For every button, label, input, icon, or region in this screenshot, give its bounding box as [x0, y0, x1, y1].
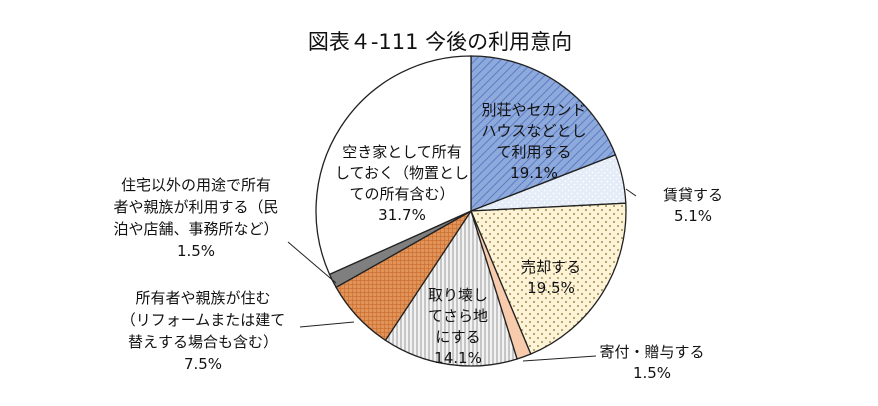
- slice-category-label: 泊や店舗、事務所など）: [113, 220, 278, 238]
- leader-line: [287, 241, 337, 284]
- leader-line: [522, 355, 597, 362]
- slice-category-label: 者や親族が利用する（民: [113, 198, 278, 216]
- slice-category-label: （リフォームまたは建て: [121, 311, 286, 329]
- slice-value-label: 1.5%: [633, 364, 671, 382]
- slice-category-label: ての所有含む）: [349, 185, 454, 203]
- slice-value-label: 19.1%: [510, 164, 558, 182]
- slice-category-label: 賃貸する: [663, 186, 723, 204]
- slice-category-label: て利用する: [496, 143, 571, 161]
- slice-category-label: 替えする場合も含む）: [128, 333, 278, 351]
- slice-category-label: 取り壊し: [428, 286, 488, 304]
- slice-value-label: 31.7%: [378, 206, 426, 224]
- pie-slice: [315, 55, 472, 276]
- slice-category-label: 寄付・贈与する: [599, 343, 704, 361]
- slice-category-label: てさら地: [428, 307, 488, 325]
- leader-line: [299, 321, 355, 328]
- pie-slice: [470, 202, 627, 355]
- pie-slice: [384, 209, 518, 367]
- slice-category-label: 所有者や親族が住む: [135, 289, 270, 307]
- chart-title: 図表４-111 今後の利用意向: [308, 30, 572, 54]
- slice-category-label: にする: [435, 328, 480, 346]
- slice-value-label: 19.5%: [527, 279, 575, 297]
- pie-slice: [470, 55, 617, 212]
- slice-category-label: 住宅以外の用途で所有: [121, 176, 271, 194]
- slice-category-label: 売却する: [521, 258, 581, 276]
- slice-category-label: ハウスなどとし: [481, 122, 586, 140]
- slice-category-label: 空き家として所有: [342, 143, 462, 161]
- slice-value-label: 1.5%: [177, 242, 215, 260]
- slice-value-label: 7.5%: [184, 355, 222, 373]
- slice-value-label: 5.1%: [674, 207, 712, 225]
- leader-line: [625, 188, 637, 197]
- leader-lines: [287, 188, 637, 362]
- slice-category-label: 別荘やセカンド: [481, 101, 586, 119]
- pie-slices: [315, 55, 627, 367]
- slice-value-label: 14.1%: [434, 349, 482, 367]
- slice-category-label: しておく（物置とし: [335, 164, 469, 182]
